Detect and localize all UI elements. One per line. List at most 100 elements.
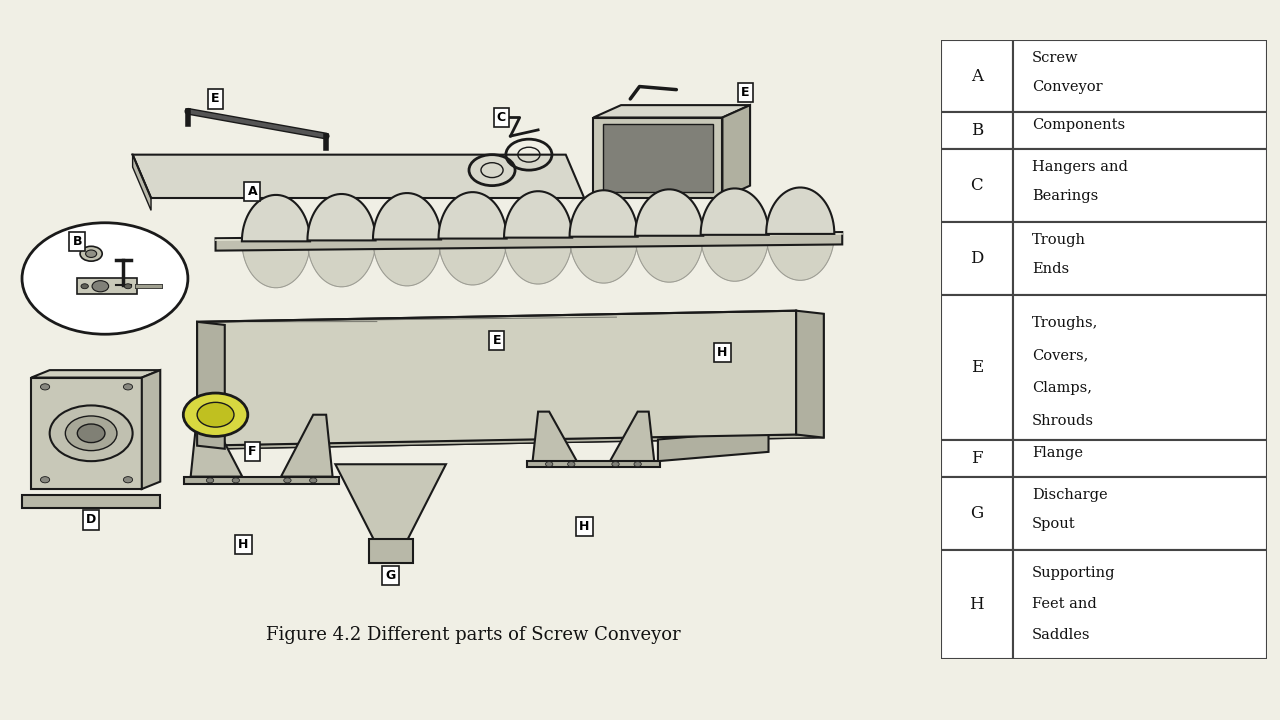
Text: Spout: Spout xyxy=(1032,517,1075,531)
Polygon shape xyxy=(282,415,333,477)
Polygon shape xyxy=(504,192,572,238)
Text: Hangers and: Hangers and xyxy=(1032,160,1128,174)
Polygon shape xyxy=(225,314,824,449)
Text: Bearings: Bearings xyxy=(1032,189,1098,203)
Polygon shape xyxy=(796,311,824,438)
Polygon shape xyxy=(658,365,768,446)
Polygon shape xyxy=(527,462,659,467)
Polygon shape xyxy=(603,124,713,192)
Circle shape xyxy=(124,284,132,289)
FancyBboxPatch shape xyxy=(1012,440,1267,477)
Text: Supporting: Supporting xyxy=(1032,566,1116,580)
Text: A: A xyxy=(247,185,257,198)
Polygon shape xyxy=(635,189,703,235)
FancyBboxPatch shape xyxy=(941,294,1012,440)
Polygon shape xyxy=(700,189,769,235)
Polygon shape xyxy=(658,431,768,462)
FancyBboxPatch shape xyxy=(941,440,1012,477)
FancyBboxPatch shape xyxy=(941,40,1012,112)
Polygon shape xyxy=(133,155,584,198)
Polygon shape xyxy=(372,240,442,286)
Polygon shape xyxy=(439,238,507,285)
Text: Clamps,: Clamps, xyxy=(1032,381,1092,395)
Circle shape xyxy=(183,393,248,436)
FancyBboxPatch shape xyxy=(1012,149,1267,222)
Polygon shape xyxy=(215,232,842,251)
Text: Troughs,: Troughs, xyxy=(1032,316,1098,330)
Text: H: H xyxy=(238,539,248,552)
Text: Figure 4.2 Different parts of Screw Conveyor: Figure 4.2 Different parts of Screw Conv… xyxy=(266,626,681,644)
Text: E: E xyxy=(970,359,983,376)
Text: Screw: Screw xyxy=(1032,50,1079,65)
Polygon shape xyxy=(611,412,654,462)
FancyBboxPatch shape xyxy=(1012,222,1267,294)
Polygon shape xyxy=(532,412,577,462)
Polygon shape xyxy=(594,105,750,117)
Polygon shape xyxy=(722,105,750,198)
FancyBboxPatch shape xyxy=(1012,112,1267,149)
Circle shape xyxy=(567,462,575,467)
FancyBboxPatch shape xyxy=(1012,40,1267,112)
FancyBboxPatch shape xyxy=(941,112,1012,149)
Text: Covers,: Covers, xyxy=(1032,348,1088,363)
Circle shape xyxy=(612,462,620,467)
Polygon shape xyxy=(184,477,339,484)
Text: A: A xyxy=(970,68,983,84)
Text: E: E xyxy=(493,334,500,347)
Circle shape xyxy=(81,246,102,261)
Polygon shape xyxy=(570,237,637,283)
Circle shape xyxy=(123,384,133,390)
Circle shape xyxy=(92,281,109,292)
Circle shape xyxy=(22,222,188,334)
Text: Flange: Flange xyxy=(1032,446,1083,460)
Polygon shape xyxy=(570,190,637,237)
Text: Components: Components xyxy=(1032,118,1125,132)
Text: Saddles: Saddles xyxy=(1032,629,1091,642)
FancyBboxPatch shape xyxy=(941,477,1012,549)
FancyBboxPatch shape xyxy=(941,149,1012,222)
Text: B: B xyxy=(970,122,983,139)
Polygon shape xyxy=(197,435,824,449)
Text: B: B xyxy=(73,235,82,248)
Circle shape xyxy=(545,462,553,467)
Text: C: C xyxy=(497,111,506,124)
FancyBboxPatch shape xyxy=(77,279,137,294)
Polygon shape xyxy=(635,235,703,282)
Text: C: C xyxy=(970,177,983,194)
Polygon shape xyxy=(242,195,310,241)
Polygon shape xyxy=(197,322,225,449)
Polygon shape xyxy=(307,240,375,287)
Polygon shape xyxy=(700,235,769,282)
Text: D: D xyxy=(970,250,983,266)
Circle shape xyxy=(284,478,291,483)
Polygon shape xyxy=(439,192,507,238)
Text: D: D xyxy=(86,513,96,526)
Circle shape xyxy=(86,250,97,258)
Text: Ends: Ends xyxy=(1032,262,1069,276)
Polygon shape xyxy=(369,539,412,563)
Text: Discharge: Discharge xyxy=(1032,487,1107,502)
Text: Feet and: Feet and xyxy=(1032,597,1097,611)
Text: E: E xyxy=(211,92,220,105)
FancyBboxPatch shape xyxy=(1012,549,1267,659)
Circle shape xyxy=(634,462,641,467)
Text: F: F xyxy=(972,450,983,467)
Polygon shape xyxy=(31,370,160,377)
Circle shape xyxy=(197,402,234,427)
Text: H: H xyxy=(717,346,727,359)
Polygon shape xyxy=(31,377,142,489)
Polygon shape xyxy=(133,155,151,210)
FancyBboxPatch shape xyxy=(1012,294,1267,440)
Polygon shape xyxy=(767,187,835,234)
Text: F: F xyxy=(248,446,257,459)
Polygon shape xyxy=(242,241,310,288)
Polygon shape xyxy=(142,370,160,489)
Polygon shape xyxy=(767,234,835,280)
Text: Shrouds: Shrouds xyxy=(1032,413,1094,428)
Text: G: G xyxy=(970,505,983,521)
Polygon shape xyxy=(335,464,445,551)
FancyBboxPatch shape xyxy=(941,222,1012,294)
FancyBboxPatch shape xyxy=(1012,477,1267,549)
Circle shape xyxy=(77,424,105,443)
Circle shape xyxy=(232,478,239,483)
